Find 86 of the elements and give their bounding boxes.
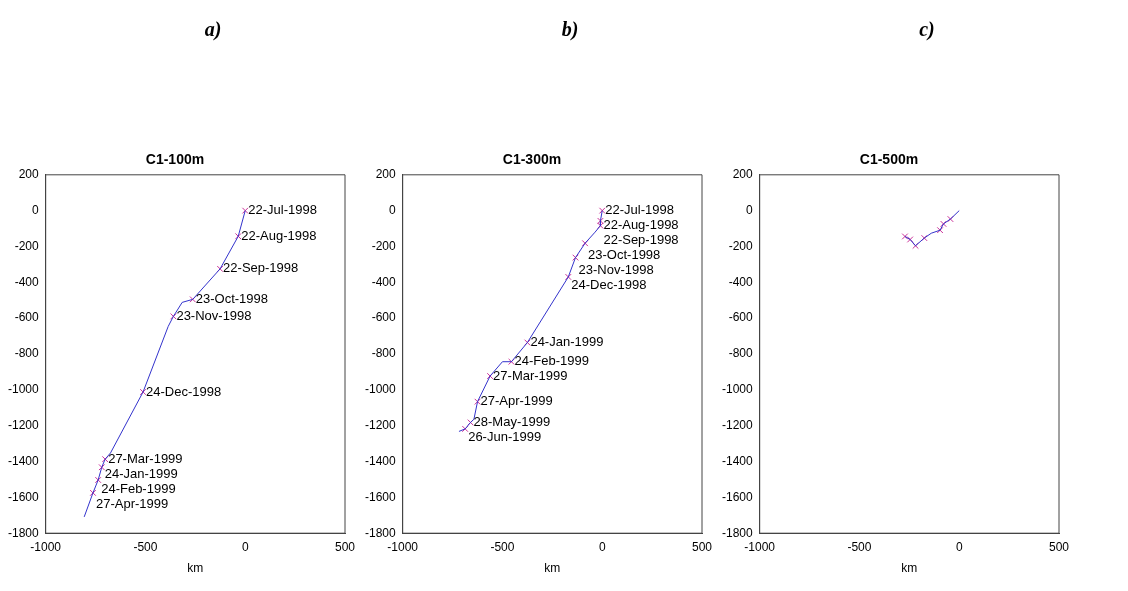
x-axis-title: km (187, 561, 204, 576)
point (508, 358, 515, 366)
y-tick-label: 200 (375, 167, 397, 182)
annotation: 27-Apr-1999 (95, 495, 169, 511)
point (89, 489, 97, 497)
x-tick-label: 0 (955, 539, 963, 554)
point (597, 217, 604, 225)
text: c) (918, 18, 936, 41)
y-tick-label: -1800 (721, 525, 754, 540)
x-tick-label: -1000 (744, 539, 776, 554)
annotation: 27-Mar-1999 (493, 368, 568, 384)
annotation: 24-Dec-1998 (146, 383, 222, 399)
y-tick-label: 0 (389, 202, 396, 217)
y-tick-label: -1200 (721, 417, 754, 432)
x-axis-title: km (544, 561, 561, 576)
y-tick-label: -1000 (7, 382, 40, 397)
y-tick-label: -1400 (7, 453, 40, 468)
y-tick-label: -1600 (721, 489, 754, 504)
point (901, 233, 909, 240)
annotation: 22-Sep-1998 (223, 260, 299, 276)
x-tick-label: 500 (1048, 539, 1070, 554)
annotation: 24-Jan-1999 (530, 334, 604, 350)
y-tick-label: -400 (14, 274, 39, 289)
x-tick-label: -500 (847, 539, 872, 554)
y-tick-label: -1800 (7, 525, 40, 540)
annotation: 27-Apr-1999 (480, 393, 553, 409)
point (474, 398, 481, 405)
annotation: 26-Jun-1999 (468, 429, 542, 445)
y-tick-label: -200 (728, 238, 753, 253)
x-axis-title: km (901, 561, 918, 576)
x-tick-label: 0 (598, 539, 606, 554)
annotation: 22-Aug-1998 (603, 217, 679, 233)
annotation: 22-Sep-1998 (603, 232, 679, 248)
x-tick-label: -1000 (387, 539, 419, 554)
point (241, 207, 249, 214)
y-tick-label: -600 (371, 310, 396, 325)
y-tick-label: 0 (746, 202, 753, 217)
y-tick-label: -800 (728, 346, 753, 361)
y-tick-label: -1600 (364, 489, 397, 504)
y-tick-label: -1400 (721, 453, 754, 468)
annotation: 22-Jul-1998 (248, 202, 317, 218)
chart-title: C1-500m (859, 151, 919, 168)
chart-title: C1-300m (502, 151, 562, 168)
chart-title: C1-100m (145, 151, 205, 168)
y-tick-label: -1400 (364, 453, 397, 468)
annotation: 24-Feb-1999 (514, 353, 589, 369)
annotation: 24-Jan-1999 (104, 465, 178, 481)
y-tick-label: 200 (732, 167, 754, 182)
y-tick-label: -1800 (364, 525, 397, 540)
point (598, 207, 606, 214)
y-tick-label: -1200 (7, 417, 40, 432)
x-tick-label: 500 (691, 539, 713, 554)
x-tick-label: -500 (490, 539, 515, 554)
x-tick-label: -500 (133, 539, 158, 554)
annotation: 24-Dec-1998 (571, 277, 647, 293)
y-tick-label: -1000 (721, 382, 754, 397)
annotation: 24-Feb-1999 (101, 480, 176, 496)
y-tick-label: -600 (728, 310, 753, 325)
y-tick-label: -1200 (364, 417, 397, 432)
y-tick-label: -1000 (364, 382, 397, 397)
y-tick-label: 200 (18, 167, 40, 182)
annotation: 23-Nov-1998 (176, 307, 252, 323)
annotation: 23-Nov-1998 (578, 262, 654, 278)
point (936, 226, 944, 234)
y-tick-label: -400 (371, 274, 396, 289)
text: b) (560, 18, 580, 41)
y-tick-label: -200 (14, 238, 39, 253)
annotation: 23-Oct-1998 (195, 290, 269, 306)
x-tick-label: 0 (241, 539, 249, 554)
y-tick-label: -400 (728, 274, 753, 289)
y-tick-label: -200 (371, 238, 396, 253)
y-tick-label: -800 (371, 346, 396, 361)
annotation: 22-Jul-1998 (605, 202, 674, 218)
annotation: 22-Aug-1998 (241, 227, 317, 243)
annotation: 28-May-1999 (473, 414, 551, 430)
point (94, 476, 102, 484)
y-tick-label: 0 (32, 202, 39, 217)
y-tick-label: -600 (14, 310, 39, 325)
y-tick-label: -1600 (7, 489, 40, 504)
x-tick-label: -1000 (30, 539, 62, 554)
y-tick-label: -800 (14, 346, 39, 361)
annotation: 23-Oct-1998 (588, 247, 661, 263)
annotation: 27-Mar-1999 (108, 450, 183, 466)
x-tick-label: 500 (334, 539, 356, 554)
point (564, 273, 572, 281)
text: a) (203, 18, 223, 41)
